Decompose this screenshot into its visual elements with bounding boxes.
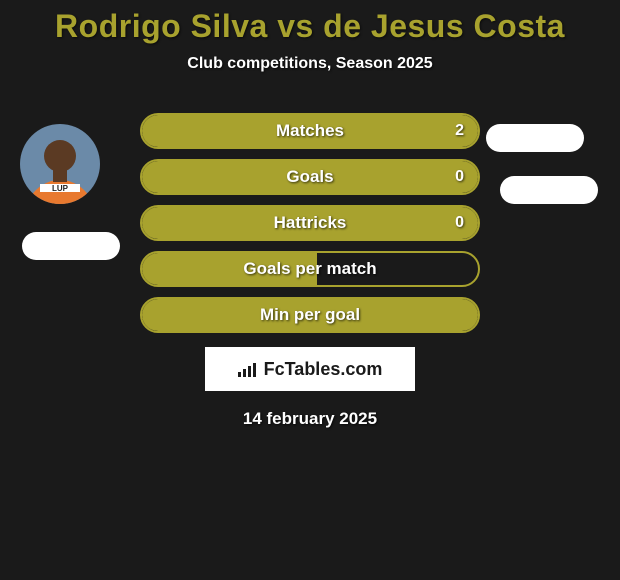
player-left-pill-1 bbox=[22, 232, 120, 260]
avatar-left-image: LUP bbox=[20, 124, 100, 204]
stat-value: 0 bbox=[455, 207, 464, 239]
player-left-avatar: LUP bbox=[20, 124, 100, 204]
subtitle: Club competitions, Season 2025 bbox=[0, 55, 620, 73]
stat-row-hattricks: Hattricks 0 bbox=[140, 205, 480, 241]
player-right-pill-1 bbox=[486, 124, 584, 152]
brand-text: FcTables.com bbox=[264, 359, 383, 380]
stat-value: 2 bbox=[455, 115, 464, 147]
player-right-pill-2 bbox=[500, 176, 598, 204]
svg-text:LUP: LUP bbox=[52, 184, 69, 193]
chart-icon bbox=[238, 361, 258, 377]
stat-label: Matches bbox=[142, 115, 478, 147]
stat-row-goals: Goals 0 bbox=[140, 159, 480, 195]
page-title: Rodrigo Silva vs de Jesus Costa bbox=[0, 8, 620, 45]
stat-label: Min per goal bbox=[142, 299, 478, 331]
stat-value: 0 bbox=[455, 161, 464, 193]
stat-row-min-per-goal: Min per goal bbox=[140, 297, 480, 333]
brand-badge[interactable]: FcTables.com bbox=[205, 347, 415, 391]
stat-label: Goals bbox=[142, 161, 478, 193]
stat-label: Hattricks bbox=[142, 207, 478, 239]
stats-panel: Matches 2 Goals 0 Hattricks 0 Goals per … bbox=[140, 113, 480, 333]
stat-row-goals-per-match: Goals per match bbox=[140, 251, 480, 287]
stat-label: Goals per match bbox=[142, 253, 478, 285]
stat-row-matches: Matches 2 bbox=[140, 113, 480, 149]
date-label: 14 february 2025 bbox=[0, 409, 620, 429]
